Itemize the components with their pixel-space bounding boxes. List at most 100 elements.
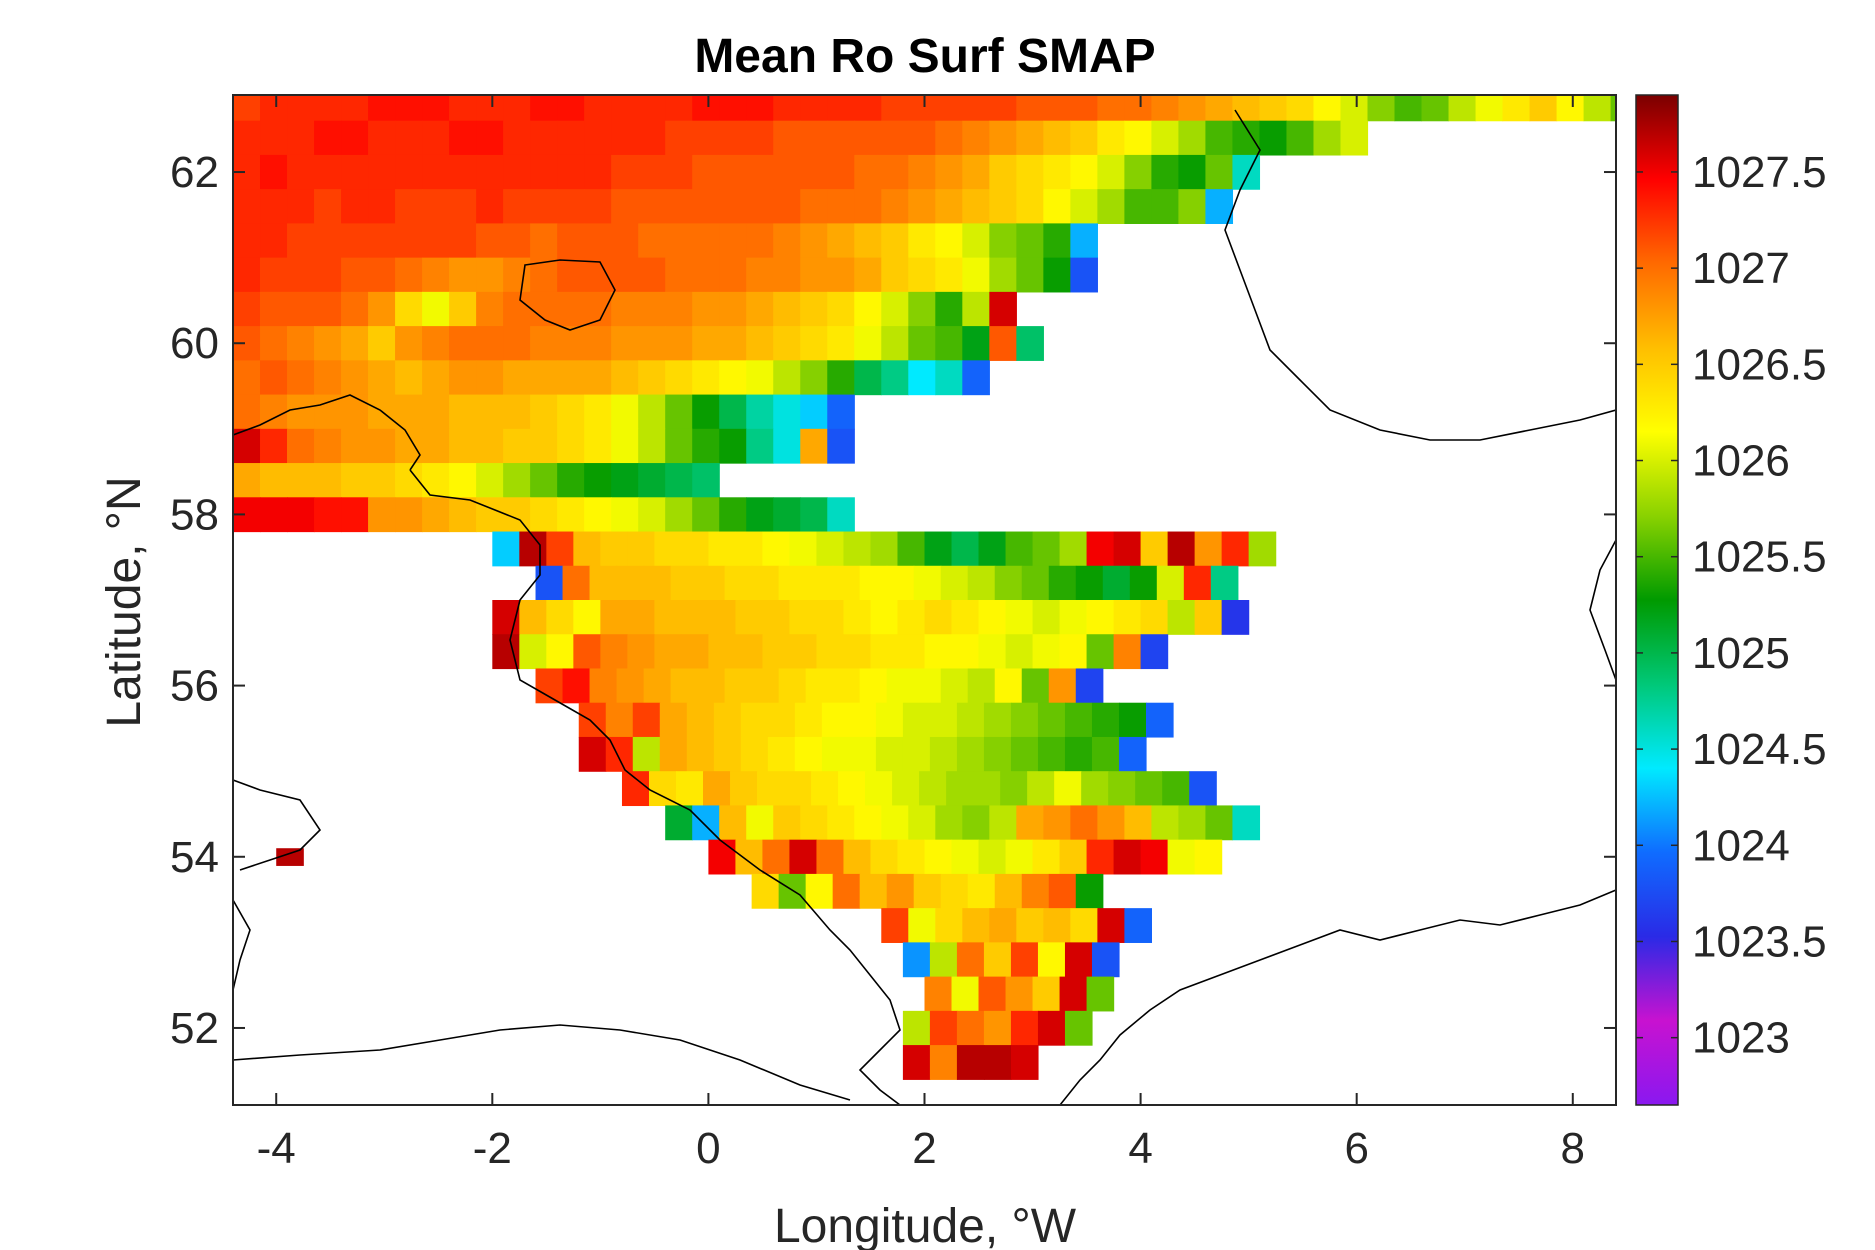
heatmap-cell (584, 120, 612, 156)
heatmap-cell (449, 291, 477, 327)
heatmap-cell (638, 95, 666, 122)
heatmap-cell (719, 360, 747, 396)
heatmap-cell (1005, 531, 1034, 567)
heatmap-cell (557, 95, 585, 122)
heatmap-cell (989, 189, 1017, 224)
heatmap-cell (924, 600, 953, 635)
heatmap-cell (1097, 805, 1125, 841)
heatmap-cell (1010, 942, 1039, 978)
heatmap-cell (233, 394, 261, 430)
heatmap-cell (1064, 1010, 1093, 1046)
heatmap-cell (422, 154, 450, 190)
heatmap-cell (827, 805, 855, 841)
heatmap-cell (287, 497, 315, 533)
heatmap-cell (395, 189, 423, 224)
heatmap-cell (881, 908, 909, 943)
heatmap-cell (746, 154, 774, 190)
heatmap-cell (492, 531, 520, 567)
heatmap-cell (530, 463, 558, 498)
heatmap-cell (881, 223, 909, 259)
heatmap-cell (962, 120, 990, 156)
heatmap-cell (735, 600, 764, 635)
heatmap-cell (832, 873, 861, 909)
heatmap-cell (1194, 839, 1223, 875)
heatmap-cell (449, 189, 477, 224)
heatmap-cell (1091, 736, 1120, 772)
heatmap-cell (1016, 189, 1044, 224)
heatmap-cell (314, 120, 342, 156)
heatmap-cell (314, 428, 342, 464)
heatmap-cell (762, 600, 791, 635)
y-tick-label: 56 (170, 662, 219, 711)
heatmap-cell (719, 291, 747, 327)
heatmap-cell (843, 600, 872, 635)
x-axis: -4 -2 0 2 4 6 8 (257, 95, 1585, 1173)
heatmap-cell (1064, 942, 1093, 978)
heatmap-cell (692, 95, 720, 122)
heatmap-cell (314, 189, 342, 224)
heatmap-cell (746, 394, 774, 430)
heatmap-cell (1124, 95, 1152, 122)
heatmap-cell (1010, 1010, 1039, 1046)
coastline-shetland (519, 259, 616, 331)
heatmap-cell (913, 668, 942, 704)
heatmap-cell (260, 394, 288, 430)
x-tick-label: 6 (1344, 1124, 1368, 1173)
heatmap-cell (897, 839, 926, 875)
heatmap-cell (827, 497, 855, 533)
heatmap-cell (962, 291, 990, 327)
heatmap-cell (314, 463, 342, 498)
heatmap-cell (276, 848, 304, 866)
heatmap-cell (665, 805, 693, 841)
heatmap-cell (611, 291, 639, 327)
heatmap-cell (816, 600, 845, 635)
heatmap-cell (621, 771, 650, 807)
heatmap-cell (233, 223, 261, 259)
heatmap-cell (1086, 839, 1115, 875)
heatmap-cell (854, 291, 882, 327)
heatmap-cell (422, 291, 450, 327)
heatmap-cell (557, 360, 585, 396)
y-tick-label: 54 (170, 833, 219, 882)
heatmap-cell (611, 223, 639, 259)
y-tick-label: 60 (170, 319, 219, 368)
heatmap-cell (260, 497, 288, 533)
heatmap-cell (902, 1045, 931, 1080)
heatmap-cell (449, 120, 477, 156)
heatmap-cell (951, 976, 980, 1012)
heatmap-cell (557, 257, 585, 293)
heatmap-cell (584, 360, 612, 396)
heatmap-cell (789, 839, 818, 875)
heatmap-cell (967, 668, 996, 704)
heatmap-cell (573, 600, 601, 635)
heatmap-cell (897, 531, 926, 567)
heatmap-cell (546, 531, 574, 567)
heatmap-cell (719, 95, 747, 122)
heatmap-cell (1205, 154, 1234, 190)
heatmap-cell (881, 154, 909, 190)
heatmap-cell (908, 326, 936, 361)
heatmap-cell (476, 154, 504, 190)
heatmap-cell (287, 154, 315, 190)
heatmap-cell (341, 497, 369, 533)
heatmap-cell (395, 95, 423, 122)
heatmap-cell (1005, 600, 1034, 635)
heatmap-cell (703, 771, 731, 807)
heatmap-cell (821, 702, 850, 738)
heatmap-cell (719, 805, 747, 841)
heatmap-cell (368, 257, 396, 293)
heatmap-cell (1221, 600, 1250, 635)
heatmap-cell (654, 634, 682, 670)
heatmap-cell (1286, 95, 1315, 122)
heatmap-cell (1032, 600, 1061, 635)
heatmap-cell (1124, 908, 1152, 943)
heatmap-cell (287, 95, 315, 122)
heatmap-cell (627, 600, 655, 635)
heatmap-cell (654, 531, 682, 567)
heatmap-cell (341, 360, 369, 396)
heatmap-cell (1043, 257, 1071, 293)
x-tick-label: -2 (473, 1124, 512, 1173)
heatmap-cell (1178, 189, 1207, 224)
heatmap-cell (665, 291, 693, 327)
coastline-denmark (1589, 539, 1616, 681)
